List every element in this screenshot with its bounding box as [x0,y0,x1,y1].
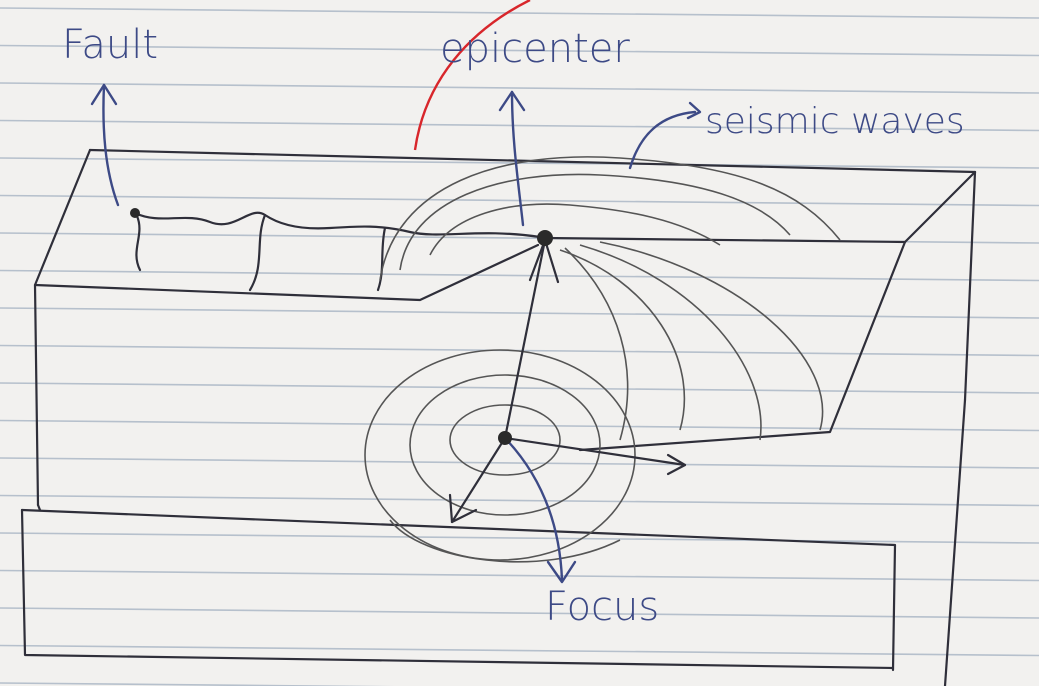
focus-dot [498,431,512,445]
epicenter-dot [537,230,553,246]
fault-label: Fault [62,22,158,68]
focus-label: Focus [545,584,659,630]
page: Fault epicenter seismic waves Focus (() … [0,0,1039,686]
seismic-waves-label: seismic waves [705,101,965,142]
diagram: Fault epicenter seismic waves Focus [0,0,1039,686]
epicenter-label: epicenter [440,26,630,72]
fault-dot [130,208,140,218]
